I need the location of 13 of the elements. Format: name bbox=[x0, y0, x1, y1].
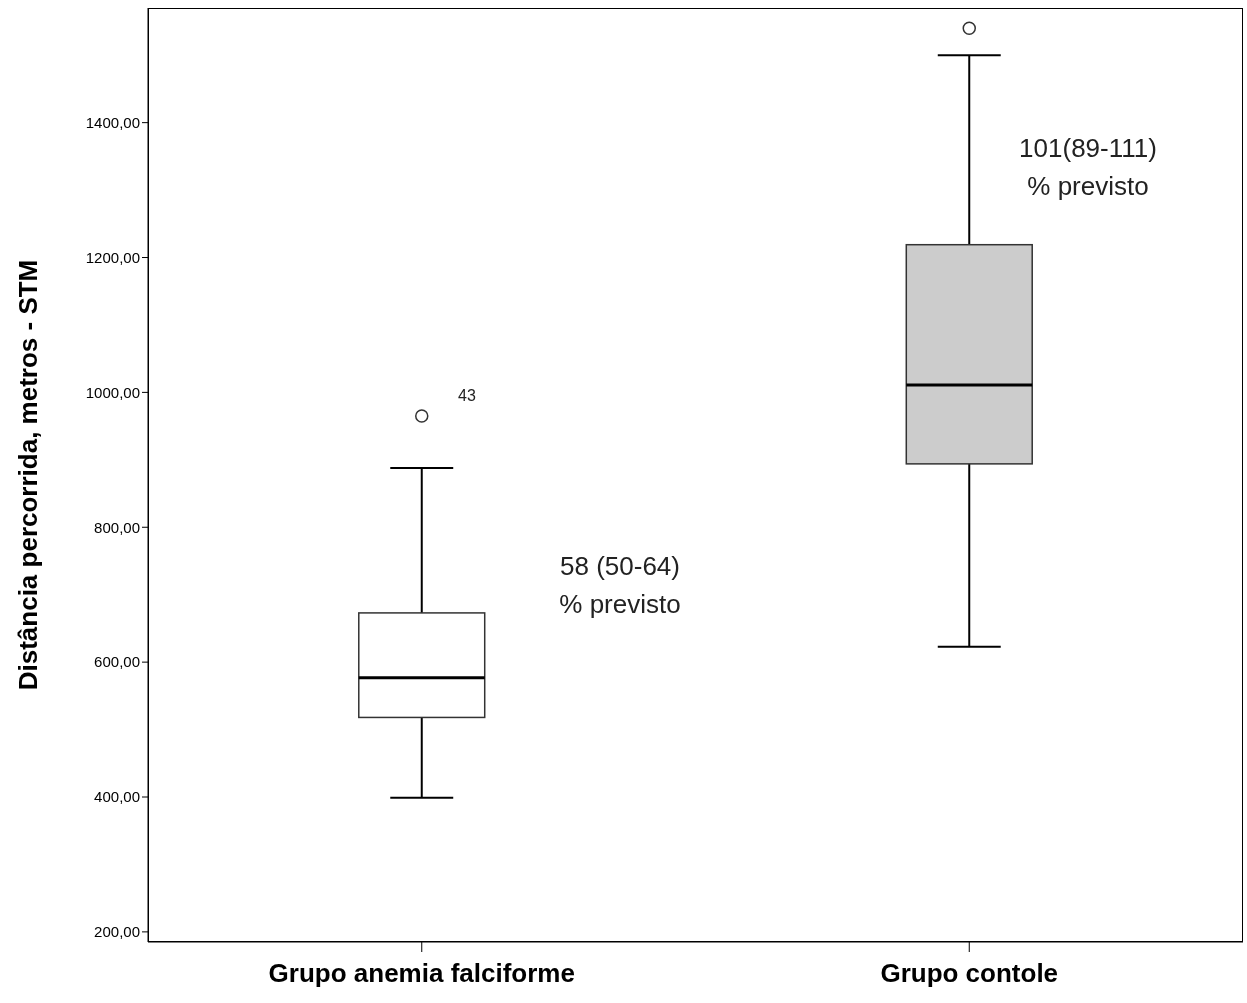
y-tick-label: 800,00 bbox=[94, 518, 140, 536]
x-tick-label: Grupo contole bbox=[880, 958, 1059, 989]
y-tick-label: 600,00 bbox=[94, 653, 140, 671]
y-tick-label: 1200,00 bbox=[85, 248, 140, 266]
annotation: 43 bbox=[458, 386, 476, 406]
x-tick-label: Grupo anemia falciforme bbox=[268, 958, 575, 989]
y-tick-label: 200,00 bbox=[94, 923, 140, 941]
annotation: 58 (50-64) % previsto bbox=[558, 550, 682, 621]
y-tick-label: 1000,00 bbox=[85, 383, 140, 401]
y-axis-title: Distância percorrida, metros - STM bbox=[13, 259, 44, 691]
y-tick-label: 1400,00 bbox=[85, 113, 140, 131]
y-tick-label: 400,00 bbox=[94, 788, 140, 806]
annotation: 101(89-111) % previsto bbox=[1018, 132, 1158, 203]
